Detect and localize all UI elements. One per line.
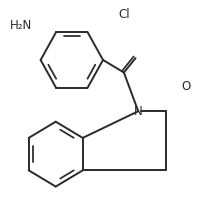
Text: Cl: Cl	[118, 8, 130, 21]
Text: H₂N: H₂N	[9, 19, 32, 32]
Text: O: O	[182, 80, 191, 93]
Text: N: N	[134, 105, 143, 118]
